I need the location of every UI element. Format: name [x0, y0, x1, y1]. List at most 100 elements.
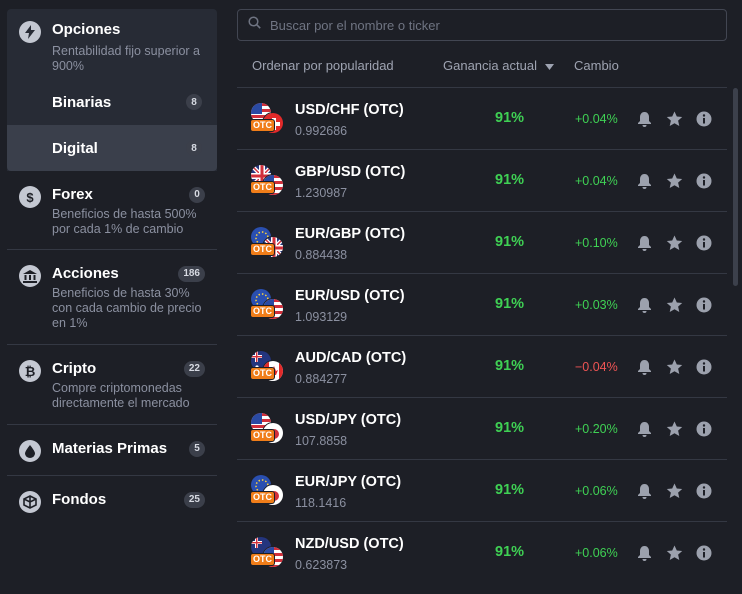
currency-pair-flags: OTC [250, 350, 284, 384]
star-icon[interactable] [665, 544, 683, 562]
asset-change: +0.10% [575, 236, 618, 250]
star-icon[interactable] [665, 110, 683, 128]
bell-icon[interactable] [635, 420, 653, 438]
asset-change: +0.04% [575, 174, 618, 188]
sidebar-item-desc: Compre criptomonedas directamente el mer… [52, 381, 190, 410]
sidebar-item-digital[interactable]: Digital 8 [7, 125, 217, 171]
opciones-header[interactable]: Opciones Rentabilidad fijo superior a 90… [7, 9, 217, 74]
count-badge: 25 [183, 491, 205, 508]
bell-icon[interactable] [635, 172, 653, 190]
sidebar-item-label: Materias Primas [52, 440, 168, 457]
asset-row[interactable]: OTC AUD/CAD (OTC) 0.884277 91% −0.04% [237, 335, 727, 397]
opciones-desc: Rentabilidad fijo superior a 900% [52, 44, 201, 73]
star-icon[interactable] [665, 420, 683, 438]
sidebar-item-label: Binarias [52, 93, 112, 111]
asset-price: 118.1416 [295, 496, 347, 510]
currency-pair-flags: OTC [250, 288, 284, 322]
asset-change: +0.04% [575, 112, 618, 126]
sidebar-item-desc: Beneficios de hasta 500% por cada 1% de … [52, 207, 197, 236]
sort-profit-button[interactable]: Ganancia actual [443, 58, 554, 73]
sidebar-item-materias-primas[interactable]: Materias Primas 5 [7, 425, 217, 476]
sidebar-item-binarias[interactable]: Binarias 8 [7, 79, 217, 125]
currency-pair-flags: OTC [250, 536, 284, 570]
asset-price: 0.992686 [295, 124, 348, 138]
star-icon[interactable] [665, 358, 683, 376]
asset-name: NZD/USD (OTC) [295, 536, 404, 552]
star-icon[interactable] [665, 482, 683, 500]
scrollbar[interactable] [733, 88, 738, 286]
asset-price: 1.230987 [295, 186, 348, 200]
star-icon[interactable] [665, 234, 683, 252]
info-icon[interactable] [695, 482, 713, 500]
asset-name: EUR/GBP (OTC) [295, 226, 406, 242]
asset-profit: 91% [495, 296, 525, 312]
asset-profit: 91% [495, 234, 525, 250]
asset-row[interactable]: OTC NZD/USD (OTC) 0.623873 91% +0.06% [237, 521, 727, 583]
asset-row[interactable]: OTC USD/CHF (OTC) 0.992686 91% +0.04% [237, 87, 727, 149]
otc-badge: OTC [250, 305, 275, 318]
asset-profit: 91% [495, 482, 525, 498]
info-icon[interactable] [695, 234, 713, 252]
sidebar-item-fondos[interactable]: Fondos 25 [7, 476, 217, 526]
bank-icon [19, 265, 41, 287]
sidebar-item-forex[interactable]: $ Forex 0 Beneficios de hasta 500% por c… [7, 171, 217, 250]
asset-profit: 91% [495, 358, 525, 374]
sidebar-item-label: Cripto [52, 360, 97, 377]
otc-badge: OTC [250, 181, 275, 194]
asset-change: +0.03% [575, 298, 618, 312]
search-input[interactable] [270, 17, 710, 33]
cube-icon [19, 491, 41, 513]
info-icon[interactable] [695, 420, 713, 438]
currency-pair-flags: OTC [250, 164, 284, 198]
info-icon[interactable] [695, 172, 713, 190]
info-icon[interactable] [695, 358, 713, 376]
bell-icon[interactable] [635, 296, 653, 314]
sort-popularity-button[interactable]: Ordenar por popularidad [252, 58, 394, 73]
info-icon[interactable] [695, 110, 713, 128]
asset-name: GBP/USD (OTC) [295, 164, 406, 180]
asset-row[interactable]: OTC EUR/JPY (OTC) 118.1416 91% +0.06% [237, 459, 727, 521]
otc-badge: OTC [250, 367, 275, 380]
list-header: Ordenar por popularidad Ganancia actual … [237, 58, 727, 78]
asset-price: 0.623873 [295, 558, 348, 572]
search-box[interactable] [237, 9, 727, 41]
count-badge: 0 [189, 186, 205, 203]
info-icon[interactable] [695, 296, 713, 314]
bell-icon[interactable] [635, 482, 653, 500]
sidebar-item-label: Acciones [52, 265, 119, 282]
asset-change: +0.06% [575, 484, 618, 498]
sort-change-button[interactable]: Cambio [574, 58, 619, 73]
asset-row[interactable]: OTC GBP/USD (OTC) 1.230987 91% +0.04% [237, 149, 727, 211]
asset-price: 1.093129 [295, 310, 348, 324]
bell-icon[interactable] [635, 358, 653, 376]
sidebar-item-acciones[interactable]: Acciones 186 Beneficios de hasta 30% con… [7, 250, 217, 345]
asset-row[interactable]: OTC EUR/USD (OTC) 1.093129 91% +0.03% [237, 273, 727, 335]
profit-column-label: Ganancia actual [443, 58, 537, 73]
bell-icon[interactable] [635, 234, 653, 252]
count-badge: 8 [186, 140, 202, 156]
asset-price: 0.884438 [295, 248, 348, 262]
otc-badge: OTC [250, 243, 275, 256]
dollar-icon: $ [19, 186, 41, 208]
asset-change: −0.04% [575, 360, 618, 374]
asset-price: 107.8858 [295, 434, 348, 448]
asset-profit: 91% [495, 544, 525, 560]
sidebar-item-label: Fondos [52, 491, 107, 508]
sidebar-item-label: Digital [52, 139, 98, 157]
star-icon[interactable] [665, 296, 683, 314]
bell-icon[interactable] [635, 544, 653, 562]
info-icon[interactable] [695, 544, 713, 562]
currency-pair-flags: OTC [250, 102, 284, 136]
asset-change: +0.06% [575, 546, 618, 560]
star-icon[interactable] [665, 172, 683, 190]
sidebar-item-cripto[interactable]: ₿ Cripto 22 Compre criptomonedas directa… [7, 345, 217, 425]
currency-pair-flags: OTC [250, 226, 284, 260]
asset-row[interactable]: OTC USD/JPY (OTC) 107.8858 91% +0.20% [237, 397, 727, 459]
otc-badge: OTC [250, 119, 275, 132]
asset-row[interactable]: OTC EUR/GBP (OTC) 0.884438 91% +0.10% [237, 211, 727, 273]
asset-name: AUD/CAD (OTC) [295, 350, 407, 366]
bell-icon[interactable] [635, 110, 653, 128]
currency-pair-flags: OTC [250, 412, 284, 446]
asset-name: USD/CHF (OTC) [295, 102, 404, 118]
bitcoin-icon: ₿ [19, 360, 41, 382]
